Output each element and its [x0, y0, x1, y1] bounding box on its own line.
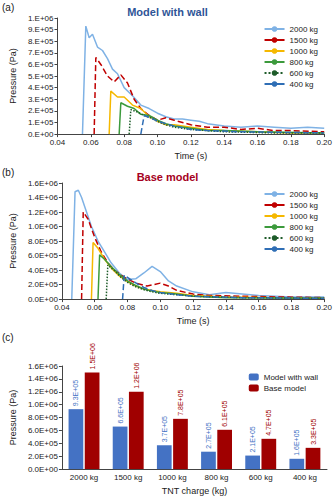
svg-text:(b): (b)	[2, 167, 14, 178]
svg-text:0.0E+00: 0.0E+00	[28, 465, 59, 474]
svg-text:0.14: 0.14	[216, 138, 232, 147]
svg-text:0.08: 0.08	[120, 303, 136, 312]
svg-text:4.0E+05: 4.0E+05	[28, 266, 59, 275]
svg-text:2000 kg: 2000 kg	[70, 473, 98, 482]
svg-text:3.3E+05: 3.3E+05	[310, 418, 317, 444]
svg-text:0.04: 0.04	[54, 303, 70, 312]
svg-text:0.E+00: 0.E+00	[27, 129, 54, 139]
svg-text:0.16: 0.16	[250, 138, 266, 147]
svg-text:600 kg: 600 kg	[290, 69, 314, 78]
svg-text:8.0E+05: 8.0E+05	[28, 413, 59, 422]
svg-text:1.0E+06: 1.0E+06	[28, 400, 59, 409]
svg-text:TNT charge (kg): TNT charge (kg)	[162, 486, 227, 496]
svg-text:6.0E+05: 6.0E+05	[28, 251, 59, 260]
svg-text:1500 kg: 1500 kg	[290, 36, 318, 45]
svg-text:6.0E+05: 6.0E+05	[28, 426, 59, 435]
svg-text:1.2E+06: 1.2E+06	[133, 362, 140, 388]
svg-text:1.5E+06: 1.5E+06	[89, 343, 96, 369]
svg-text:1000 kg: 1000 kg	[290, 47, 318, 56]
svg-text:Pressure (Pa): Pressure (Pa)	[8, 390, 18, 446]
svg-text:0.14: 0.14	[218, 303, 234, 312]
svg-text:Base model: Base model	[137, 171, 199, 183]
svg-text:1.2E+06: 1.2E+06	[28, 208, 59, 217]
svg-text:0.0E+00: 0.0E+00	[27, 294, 58, 304]
svg-text:8.E+05: 8.E+05	[28, 37, 54, 46]
svg-text:0.12: 0.12	[183, 138, 199, 147]
svg-text:1.4E+06: 1.4E+06	[28, 374, 59, 383]
svg-text:1.E+05: 1.E+05	[28, 118, 54, 127]
svg-text:(a): (a)	[2, 2, 14, 13]
svg-text:7.8E+05: 7.8E+05	[177, 389, 184, 415]
svg-text:0.06: 0.06	[83, 138, 99, 147]
svg-text:600 kg: 600 kg	[249, 473, 273, 482]
svg-text:2000 kg: 2000 kg	[290, 25, 318, 34]
svg-text:400 kg: 400 kg	[290, 80, 314, 89]
svg-text:(c): (c)	[2, 332, 14, 343]
svg-text:0.12: 0.12	[185, 303, 201, 312]
svg-text:1500 kg: 1500 kg	[290, 201, 318, 210]
svg-text:5.E+05: 5.E+05	[28, 72, 54, 81]
svg-text:7.E+05: 7.E+05	[28, 48, 54, 57]
svg-text:2.0E+05: 2.0E+05	[28, 280, 59, 289]
svg-text:Base model: Base model	[264, 384, 306, 393]
svg-text:Model with wall: Model with wall	[127, 6, 208, 18]
svg-text:800 kg: 800 kg	[290, 58, 314, 67]
svg-text:0.16: 0.16	[251, 303, 267, 312]
svg-text:0.10: 0.10	[150, 138, 166, 147]
svg-text:400 kg: 400 kg	[290, 245, 314, 254]
svg-text:0.08: 0.08	[116, 138, 132, 147]
svg-text:1000 kg: 1000 kg	[290, 212, 318, 221]
svg-text:6.E+05: 6.E+05	[28, 60, 54, 69]
svg-text:1.0E+06: 1.0E+06	[28, 222, 59, 231]
svg-text:1.6E+06: 1.6E+06	[28, 362, 59, 371]
svg-text:400 kg: 400 kg	[293, 473, 317, 482]
svg-text:3.7E+05: 3.7E+05	[161, 416, 168, 442]
svg-text:0.06: 0.06	[87, 303, 103, 312]
svg-text:0.18: 0.18	[284, 303, 300, 312]
svg-text:2.E+05: 2.E+05	[28, 106, 54, 115]
svg-text:Model with wall: Model with wall	[264, 373, 318, 382]
svg-text:6.1E+05: 6.1E+05	[221, 400, 228, 426]
svg-text:4.0E+05: 4.0E+05	[28, 439, 59, 448]
svg-text:1.4E+06: 1.4E+06	[28, 193, 59, 202]
svg-text:0.10: 0.10	[152, 303, 168, 312]
svg-text:9.3E+05: 9.3E+05	[72, 380, 79, 406]
svg-text:4.E+05: 4.E+05	[28, 83, 54, 92]
svg-text:2000 kg: 2000 kg	[290, 190, 318, 199]
svg-text:1.2E+06: 1.2E+06	[28, 387, 59, 396]
svg-text:4.7E+05: 4.7E+05	[265, 409, 272, 435]
svg-text:2.0E+05: 2.0E+05	[28, 452, 59, 461]
svg-text:0.20: 0.20	[316, 303, 332, 312]
svg-text:0.18: 0.18	[283, 138, 299, 147]
svg-text:1000 kg: 1000 kg	[158, 473, 186, 482]
svg-text:Time (s): Time (s)	[175, 151, 208, 161]
svg-text:6.6E+05: 6.6E+05	[117, 397, 124, 423]
svg-text:0.20: 0.20	[316, 138, 332, 147]
svg-text:800 kg: 800 kg	[290, 223, 314, 232]
svg-text:9.E+05: 9.E+05	[28, 25, 54, 34]
svg-text:Pressure (Pa): Pressure (Pa)	[8, 48, 18, 104]
svg-text:1.E+06: 1.E+06	[28, 14, 54, 23]
svg-text:800 kg: 800 kg	[205, 473, 229, 482]
svg-text:2.7E+05: 2.7E+05	[205, 422, 212, 448]
svg-text:3.E+05: 3.E+05	[28, 95, 54, 104]
svg-text:0.04: 0.04	[50, 138, 66, 147]
svg-text:1.6E+05: 1.6E+05	[293, 429, 300, 455]
svg-text:2.1E+05: 2.1E+05	[249, 426, 256, 452]
svg-text:600 kg: 600 kg	[290, 234, 314, 243]
svg-text:1.6E+06: 1.6E+06	[28, 179, 59, 188]
svg-text:1500 kg: 1500 kg	[114, 473, 142, 482]
svg-text:8.0E+05: 8.0E+05	[28, 237, 59, 246]
svg-text:Time (s): Time (s)	[177, 316, 210, 326]
svg-text:Pressure (Pa): Pressure (Pa)	[8, 213, 18, 269]
